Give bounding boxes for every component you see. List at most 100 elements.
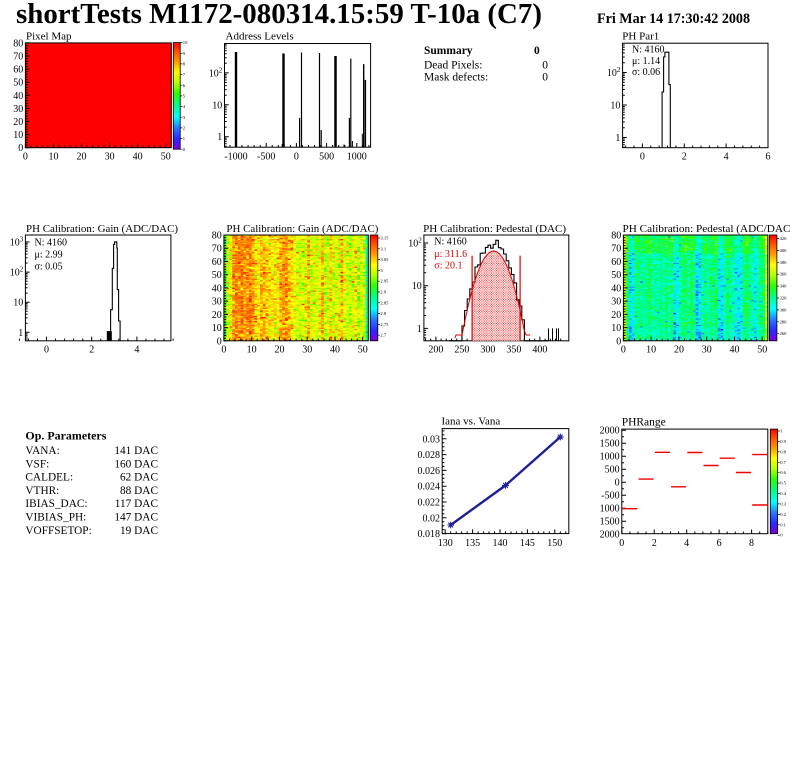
svg-text:10: 10 [48,152,58,163]
svg-text:0.022: 0.022 [418,498,441,509]
svg-text:-500: -500 [601,491,619,502]
svg-text:0.2: 0.2 [780,512,786,517]
svg-text:420: 420 [780,236,788,241]
svg-text:1000: 1000 [600,504,620,515]
svg-text:62 DAC: 62 DAC [120,472,158,484]
svg-text:10: 10 [183,40,188,45]
svg-text:0: 0 [23,152,28,163]
svg-text:0.018: 0.018 [418,529,441,540]
svg-text:500: 500 [319,152,334,163]
svg-text:shortTests M1172-080314.15:59: shortTests M1172-080314.15:59 T-10a (C7) [16,0,542,30]
svg-text:10: 10 [247,345,257,356]
svg-text:1: 1 [417,324,422,335]
svg-text:400: 400 [532,345,547,356]
svg-text:0.5: 0.5 [780,481,786,486]
svg-text:80: 80 [611,231,621,242]
svg-text:μ: 311.6: μ: 311.6 [434,249,467,260]
svg-text:5: 5 [183,94,186,99]
svg-text:50: 50 [212,270,222,281]
svg-text:0: 0 [534,45,540,57]
svg-text:80: 80 [13,38,23,49]
svg-text:6: 6 [717,538,722,549]
svg-text:40: 40 [133,152,143,163]
svg-text:Op. Parameters: Op. Parameters [25,431,107,443]
svg-text:0: 0 [542,59,548,71]
svg-text:20: 20 [611,310,621,321]
svg-text:10: 10 [13,298,23,309]
svg-text:3: 3 [380,268,383,273]
svg-text:Pixel Map: Pixel Map [26,30,72,42]
svg-text:10: 10 [212,323,222,334]
svg-text:20: 20 [674,345,684,356]
svg-text:147 DAC: 147 DAC [114,512,158,524]
svg-text:3.05: 3.05 [380,257,389,262]
svg-text:40: 40 [729,345,739,356]
svg-text:20: 20 [13,117,23,128]
svg-text:50: 50 [611,270,621,281]
svg-text:7: 7 [183,72,186,77]
svg-text:0.02: 0.02 [423,513,441,524]
svg-text:PH Calibration: Pedestal (ADC/: PH Calibration: Pedestal (ADC/DAC [623,223,791,235]
svg-text:μ: 2.99: μ: 2.99 [35,250,63,261]
svg-text:50: 50 [161,152,171,163]
svg-text:Summary: Summary [424,45,473,57]
svg-text:0: 0 [217,336,222,347]
svg-text:3: 3 [183,115,186,120]
svg-text:6: 6 [766,152,771,163]
svg-text:PH Calibration: Gain (ADC/DAC): PH Calibration: Gain (ADC/DAC) [226,223,378,235]
svg-text:1: 1 [780,429,783,434]
svg-text:30: 30 [105,152,115,163]
svg-text:0: 0 [619,538,624,549]
svg-text:σ: 20.1: σ: 20.1 [434,261,462,272]
svg-text:500: 500 [605,465,620,476]
svg-text:20: 20 [274,345,284,356]
svg-text:0.028: 0.028 [418,450,441,461]
svg-text:80: 80 [212,231,222,242]
svg-text:10: 10 [212,100,222,111]
svg-text:VANA:: VANA: [25,445,59,457]
svg-text:0.9: 0.9 [780,439,786,444]
svg-text:VOFFSETOP:: VOFFSETOP: [25,525,91,537]
svg-text:200: 200 [428,345,443,356]
svg-text:2.75: 2.75 [380,322,389,327]
svg-text:50: 50 [757,345,767,356]
svg-text:0: 0 [44,345,49,356]
svg-text:140: 140 [493,538,508,549]
svg-text:70: 70 [13,52,23,63]
svg-text:340: 340 [780,284,788,289]
svg-text:0: 0 [616,336,621,347]
svg-text:-1000: -1000 [224,152,247,163]
svg-text:0.8: 0.8 [780,449,786,454]
svg-text:145: 145 [520,538,535,549]
svg-text:0: 0 [615,478,620,489]
svg-text:0.7: 0.7 [780,460,786,465]
svg-text:Iana vs. Vana: Iana vs. Vana [442,416,501,428]
svg-text:1: 1 [18,328,23,339]
svg-text:0.1: 0.1 [780,522,786,527]
svg-text:1500: 1500 [600,439,620,450]
svg-text:0: 0 [183,147,186,152]
svg-text:40: 40 [212,283,222,294]
svg-text:2: 2 [682,152,687,163]
svg-text:0: 0 [542,72,548,84]
svg-text:2.8: 2.8 [380,311,386,316]
svg-text:50: 50 [13,78,23,89]
svg-text:VIBIAS_PH:: VIBIAS_PH: [25,512,86,524]
svg-text:280: 280 [780,319,788,324]
svg-text:30: 30 [702,345,712,356]
svg-text:σ: 0.05: σ: 0.05 [35,261,63,272]
svg-text:250: 250 [454,345,469,356]
svg-text:8: 8 [183,62,186,67]
svg-text:Address Levels: Address Levels [226,30,294,42]
svg-text:PH Calibration: Gain (ADC/DAC): PH Calibration: Gain (ADC/DAC) [26,223,178,235]
svg-text:N: 4160: N: 4160 [632,44,665,55]
svg-text:20: 20 [77,152,87,163]
svg-text:CALDEL:: CALDEL: [25,472,73,484]
svg-text:30: 30 [212,297,222,308]
svg-text:60: 60 [611,257,621,268]
svg-text:2000: 2000 [600,530,620,541]
svg-text:4: 4 [183,104,186,109]
svg-text:2.7: 2.7 [380,333,386,338]
svg-text:1: 1 [217,132,222,143]
svg-text:0.4: 0.4 [780,491,786,496]
